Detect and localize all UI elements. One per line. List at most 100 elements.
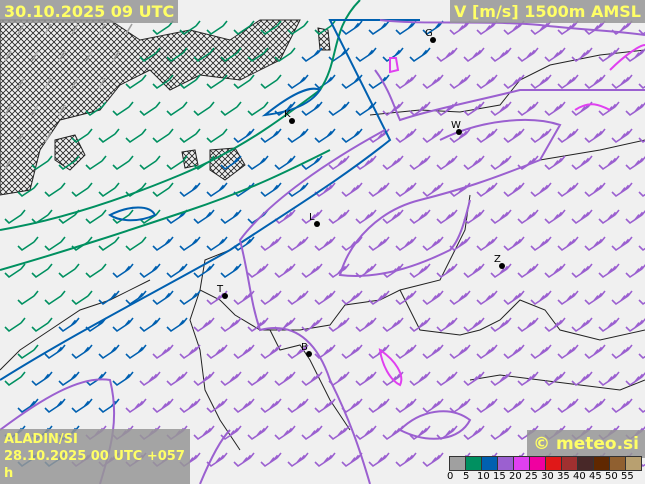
wind-barb — [139, 317, 161, 333]
wind-barb — [584, 20, 606, 36]
wind-barb — [584, 290, 606, 306]
wind-barb — [328, 209, 350, 225]
wind-barb — [328, 425, 350, 441]
wind-barb — [152, 236, 174, 252]
wind-barb — [368, 20, 390, 36]
wind-barb — [247, 263, 269, 279]
wind-barb — [31, 317, 53, 333]
wind-barb — [409, 425, 431, 441]
wind-barb — [395, 236, 417, 252]
wind-barb — [274, 263, 296, 279]
wind-barb — [260, 128, 282, 144]
wind-barb — [503, 236, 525, 252]
wind-barb — [179, 290, 201, 306]
city-marker — [314, 221, 320, 227]
wind-barb — [557, 290, 579, 306]
wind-barb — [571, 371, 593, 387]
wind-barb — [314, 74, 336, 90]
wind-barb — [301, 209, 323, 225]
wind-barb — [611, 398, 633, 414]
wind-barb — [449, 74, 471, 90]
wind-barb — [260, 398, 282, 414]
wind-barb — [382, 47, 404, 63]
wind-barb — [517, 317, 539, 333]
wind-barb — [409, 371, 431, 387]
wind-barb — [139, 371, 161, 387]
wind-barb — [247, 317, 269, 333]
wind-barb — [503, 344, 525, 360]
wind-barb — [422, 452, 444, 468]
legend-swatch — [481, 456, 498, 471]
wind-barb — [71, 182, 93, 198]
wind-barb — [530, 344, 552, 360]
wind-barb — [179, 20, 201, 36]
wind-barb — [571, 263, 593, 279]
wind-barb — [274, 155, 296, 171]
wind-barb — [368, 344, 390, 360]
wind-barb — [490, 263, 512, 279]
model-info: ALADIN/SI 28.10.2025 00 UTC +057 h — [0, 429, 190, 484]
wind-barb — [503, 74, 525, 90]
wind-barb — [4, 50, 12, 62]
wind-barb — [152, 74, 174, 90]
wind-barb — [220, 101, 242, 117]
wind-barb — [598, 317, 620, 333]
wind-barb — [611, 128, 633, 144]
wind-barb — [274, 209, 296, 225]
wind-barb — [328, 263, 350, 279]
isotach-10-blue — [108, 206, 157, 222]
wind-barb — [287, 182, 309, 198]
wind-barb — [598, 47, 620, 63]
wind-barb — [355, 371, 377, 387]
wind-barb — [476, 236, 498, 252]
wind-barb — [557, 398, 579, 414]
wind-barb — [463, 47, 485, 63]
wind-barb — [125, 344, 147, 360]
wind-barb — [598, 209, 620, 225]
wind-barb — [274, 47, 296, 63]
wind-barb — [139, 101, 161, 117]
wind-barb — [152, 182, 174, 198]
wind-barb — [544, 101, 566, 117]
city-label: L — [309, 212, 315, 223]
isotach-5-green — [0, 0, 361, 231]
wind-barb — [436, 263, 458, 279]
wind-barb — [598, 155, 620, 171]
wind-barb — [382, 209, 404, 225]
wind-barb — [193, 317, 215, 333]
wind-barb — [301, 317, 323, 333]
wind-barb — [233, 74, 255, 90]
legend-tick: 20 — [509, 471, 522, 482]
wind-barb — [341, 398, 363, 414]
legend-tick: 40 — [573, 471, 586, 482]
wind-barb — [98, 344, 120, 360]
wind-barb — [571, 209, 593, 225]
wind-barb — [112, 263, 134, 279]
wind-barb — [206, 398, 228, 414]
city-marker — [430, 37, 436, 43]
wind-barb — [152, 128, 174, 144]
wind-barb — [4, 263, 26, 279]
legend-swatch — [465, 456, 482, 471]
wind-barb — [247, 101, 269, 117]
wind-barb — [530, 398, 552, 414]
wind-barb — [436, 209, 458, 225]
wind-barb — [287, 452, 309, 468]
isotach-15-purple — [338, 119, 562, 277]
wind-barb — [409, 317, 431, 333]
legend-swatch — [545, 456, 562, 471]
wind-barb — [368, 236, 390, 252]
city-label: Z — [494, 254, 501, 265]
legend-tick: 35 — [557, 471, 570, 482]
wind-barb — [274, 371, 296, 387]
wind-barb — [314, 236, 336, 252]
wind-barb — [503, 398, 525, 414]
wind-barb — [625, 209, 645, 225]
isotach-10-blue — [0, 19, 420, 381]
wind-barb — [98, 23, 106, 35]
wind-barb — [463, 425, 485, 441]
wind-barb — [436, 155, 458, 171]
wind-barb — [220, 155, 242, 171]
wind-barb — [638, 137, 645, 144]
